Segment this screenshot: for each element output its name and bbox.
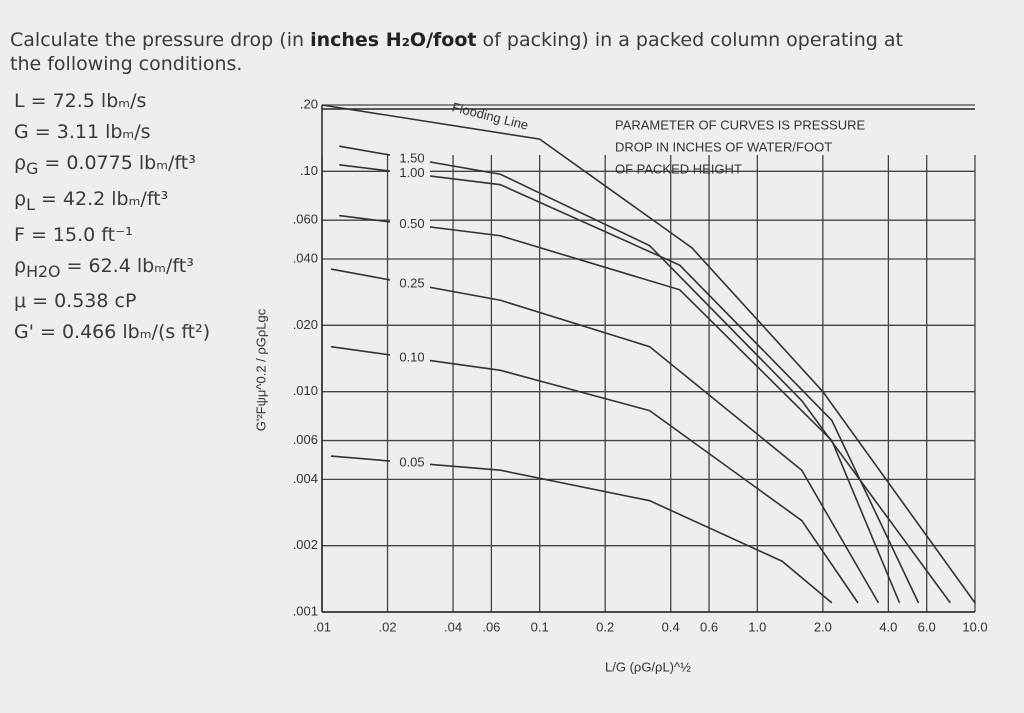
- x-tick-label: .06: [482, 619, 500, 634]
- x-tick-label: 0.2: [596, 619, 614, 634]
- x-tick-label: 1.0: [748, 619, 766, 634]
- curve: [330, 455, 833, 604]
- curve-note: DROP IN INCHES OF WATER/FOOT: [615, 139, 832, 154]
- condition-symbol: μ: [14, 290, 27, 313]
- condition: G' = 0.466 lbₘ/(s ft²): [14, 317, 210, 348]
- problem-rest: of packing) in a packed column operating…: [10, 29, 903, 75]
- curve: [321, 104, 976, 604]
- condition-value: = 42.2 lbₘ/ft³: [34, 187, 169, 210]
- x-tick-label: .04: [444, 619, 462, 634]
- label-bg: [390, 349, 430, 366]
- condition-symbol: G': [14, 321, 34, 344]
- y-tick-label: .002: [293, 537, 318, 552]
- condition-value: = 0.0775 lbₘ/ft³: [38, 152, 196, 174]
- label-bg: [390, 216, 430, 233]
- x-axis-label: L/G (ρG/ρL)^½: [605, 659, 691, 674]
- x-tick-label: .01: [313, 619, 331, 634]
- x-tick-label: 0.1: [531, 619, 549, 634]
- condition: μ = 0.538 cP: [14, 286, 210, 317]
- x-tick-label: 2.0: [814, 619, 832, 634]
- curve: [339, 214, 901, 604]
- label-bg: [390, 165, 430, 182]
- condition-symbol: G: [14, 121, 29, 143]
- y-tick-label: .060: [293, 212, 318, 227]
- condition-symbol: L: [14, 90, 25, 112]
- condition-symbol: ρ: [14, 152, 27, 174]
- y-tick-label: .20: [300, 96, 318, 111]
- curve-label: 0.05: [399, 454, 424, 469]
- condition-value: = 62.4 lbₘ/ft³: [60, 254, 194, 277]
- curve-label: 0.50: [399, 216, 424, 231]
- label-bg: [390, 454, 430, 471]
- x-tick-label: 0.6: [700, 619, 718, 634]
- condition-value: = 3.11 lbₘ/s: [28, 121, 151, 143]
- condition: F = 15.0 ft⁻¹: [14, 220, 210, 251]
- curve-note: PARAMETER OF CURVES IS PRESSURE: [615, 117, 866, 132]
- x-tick-label: 0.4: [662, 619, 680, 634]
- condition-symbol: F: [14, 223, 25, 246]
- curve: [339, 145, 951, 604]
- condition-symbol: ρ: [14, 187, 27, 210]
- condition: ρL = 42.2 lbₘ/ft³: [14, 184, 210, 220]
- condition-symbol: ρ: [14, 254, 27, 277]
- problem-intro: Calculate the pressure drop (in: [10, 29, 311, 51]
- y-tick-label: .010: [293, 383, 318, 398]
- curve-label: 0.10: [399, 349, 424, 364]
- condition-subscript: L: [26, 194, 35, 214]
- condition: ρG = 0.0775 lbₘ/ft³: [14, 148, 210, 184]
- y-tick-label: .001: [293, 603, 318, 618]
- condition-value: = 0.538 cP: [26, 290, 137, 313]
- y-tick-label: .006: [293, 432, 318, 447]
- condition-subscript: G: [26, 158, 39, 178]
- y-axis-label: G'²Fψμ^0.2 / ρGρLgc: [253, 308, 268, 431]
- y-tick-label: .020: [293, 317, 318, 332]
- curve: [330, 268, 880, 604]
- curve: [330, 345, 859, 604]
- x-tick-label: 4.0: [879, 619, 897, 634]
- condition: ρH2O = 62.4 lbₘ/ft³: [14, 251, 210, 287]
- curve-label: 1.00: [399, 165, 424, 180]
- y-tick-label: .004: [293, 471, 318, 486]
- condition-value: = 15.0 ft⁻¹: [24, 223, 133, 246]
- curve: [339, 164, 920, 604]
- condition-value: = 72.5 lbₘ/s: [24, 90, 147, 112]
- label-bg: [390, 275, 430, 292]
- problem-statement: Calculate the pressure drop (in inches H…: [10, 28, 930, 76]
- problem-emphasis: inches H₂O/foot: [310, 29, 477, 51]
- condition-subscript: H2O: [26, 261, 61, 281]
- curve-label: 1.50: [399, 150, 424, 165]
- x-tick-label: 6.0: [918, 619, 936, 634]
- conditions: L = 72.5 lbₘ/s G = 3.11 lbₘ/s ρG = 0.0775 …: [14, 86, 210, 348]
- y-tick-label: .10: [300, 163, 318, 178]
- x-tick-label: .02: [378, 619, 396, 634]
- y-tick-label: .040: [293, 250, 318, 265]
- curve-label: 0.25: [399, 275, 424, 290]
- condition-value: = 0.466 lbₘ/(s ft²): [33, 321, 211, 344]
- x-tick-label: 10.0: [962, 619, 987, 634]
- condition: L = 72.5 lbₘ/s: [14, 86, 210, 117]
- condition: G = 3.11 lbₘ/s: [14, 117, 210, 148]
- label-bg: [390, 150, 430, 167]
- curve-note: OF PACKED HEIGHT: [615, 161, 742, 176]
